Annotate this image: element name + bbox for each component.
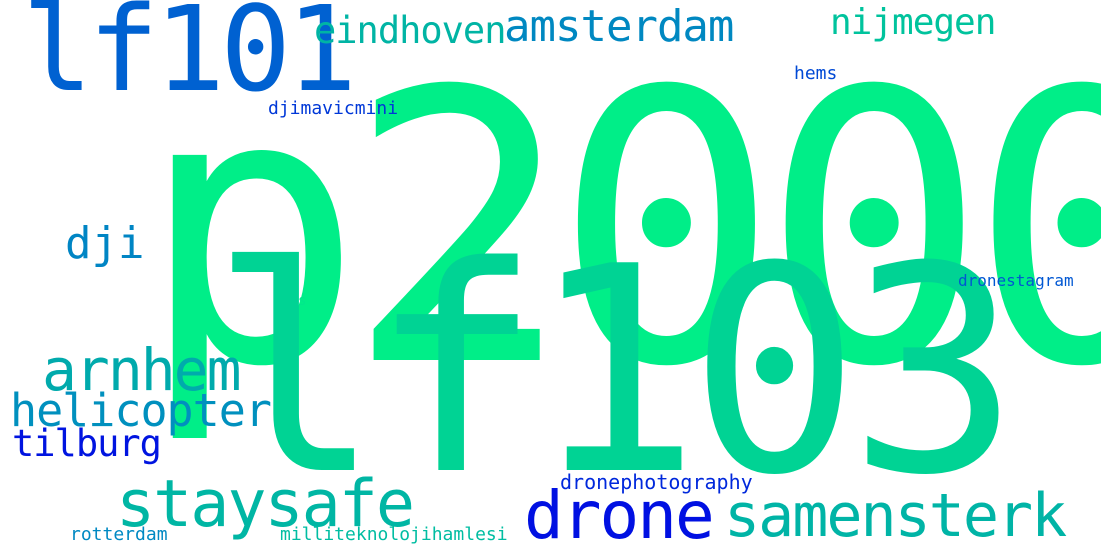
word-helicopter: helicopter bbox=[10, 384, 272, 437]
word-dronephotography: dronephotography bbox=[560, 470, 753, 494]
word-djimavicmini: djimavicmini bbox=[268, 98, 399, 119]
word-s: s bbox=[298, 293, 307, 309]
word-nijmegen: nijmegen bbox=[830, 2, 996, 43]
word-milliteknolojihamlesi: milliteknolojihamlesi bbox=[280, 524, 508, 545]
word-amsterdam: amsterdam bbox=[504, 1, 734, 52]
word-lf101: lf101 bbox=[22, 0, 357, 118]
word-tilburg: tilburg bbox=[12, 422, 162, 465]
word-staysafe: staysafe bbox=[116, 467, 415, 542]
word-dronestagram: dronestagram bbox=[958, 271, 1074, 290]
word-arnhem: arnhem bbox=[42, 336, 242, 404]
word-rotterdam: rotterdam bbox=[70, 524, 168, 545]
word-samensterk: samensterk bbox=[724, 481, 1067, 551]
word-drone: drone bbox=[524, 477, 715, 554]
word-p2000: p2000 bbox=[138, 13, 1101, 449]
word-eindhoven: eindhoven bbox=[314, 9, 506, 52]
word-dji: dji bbox=[65, 218, 145, 269]
word-lf103: lf103 bbox=[210, 206, 1020, 538]
word-hems: hems bbox=[794, 63, 838, 84]
